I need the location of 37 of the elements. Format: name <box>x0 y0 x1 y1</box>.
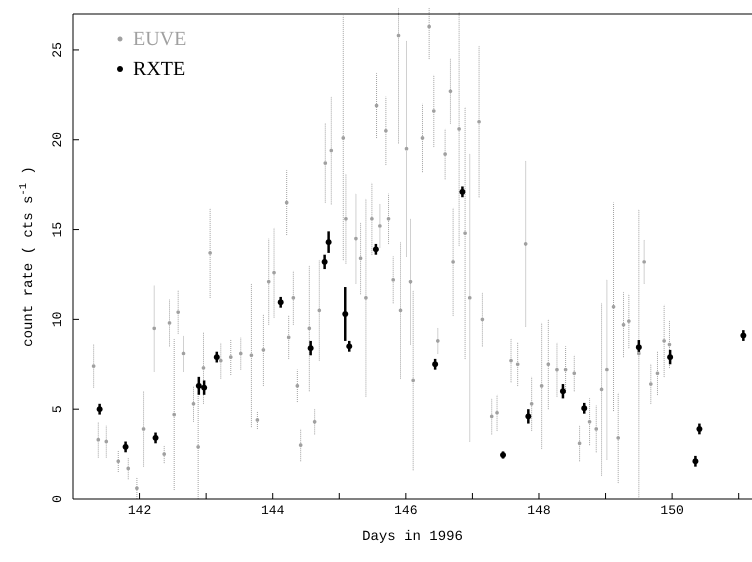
point <box>372 246 379 252</box>
point <box>214 354 220 360</box>
point <box>342 310 348 317</box>
point <box>278 299 284 306</box>
x-tick-label: 150 <box>660 503 684 518</box>
point <box>201 384 208 391</box>
x-tick-label: 142 <box>128 503 152 518</box>
point <box>432 361 438 368</box>
point <box>122 444 129 450</box>
point <box>96 406 103 412</box>
x-axis-title: Days in 1996 <box>362 529 463 545</box>
point <box>322 258 328 265</box>
point <box>696 426 702 432</box>
point <box>581 405 588 412</box>
point <box>636 344 642 350</box>
point <box>196 382 202 389</box>
point <box>560 388 566 394</box>
point <box>692 458 698 464</box>
point <box>667 354 674 360</box>
y-tick-label: 10 <box>50 312 65 328</box>
point <box>308 345 314 352</box>
point <box>326 239 332 246</box>
point <box>740 332 746 339</box>
y-tick-label: 0 <box>50 495 65 503</box>
x-tick-label: 148 <box>527 503 551 518</box>
y-tick-label: 25 <box>50 42 65 58</box>
point <box>459 188 466 195</box>
point <box>152 434 159 441</box>
y-tick-label: 15 <box>50 222 65 238</box>
y-tick-label: 5 <box>50 405 65 414</box>
point <box>525 413 532 420</box>
y-tick-label: 20 <box>50 132 65 148</box>
point <box>346 343 352 350</box>
x-tick-label: 146 <box>394 503 418 518</box>
legend-label: EUVE <box>133 28 186 50</box>
x-tick-label: 144 <box>261 503 285 518</box>
legend-label: RXTE <box>133 58 186 80</box>
